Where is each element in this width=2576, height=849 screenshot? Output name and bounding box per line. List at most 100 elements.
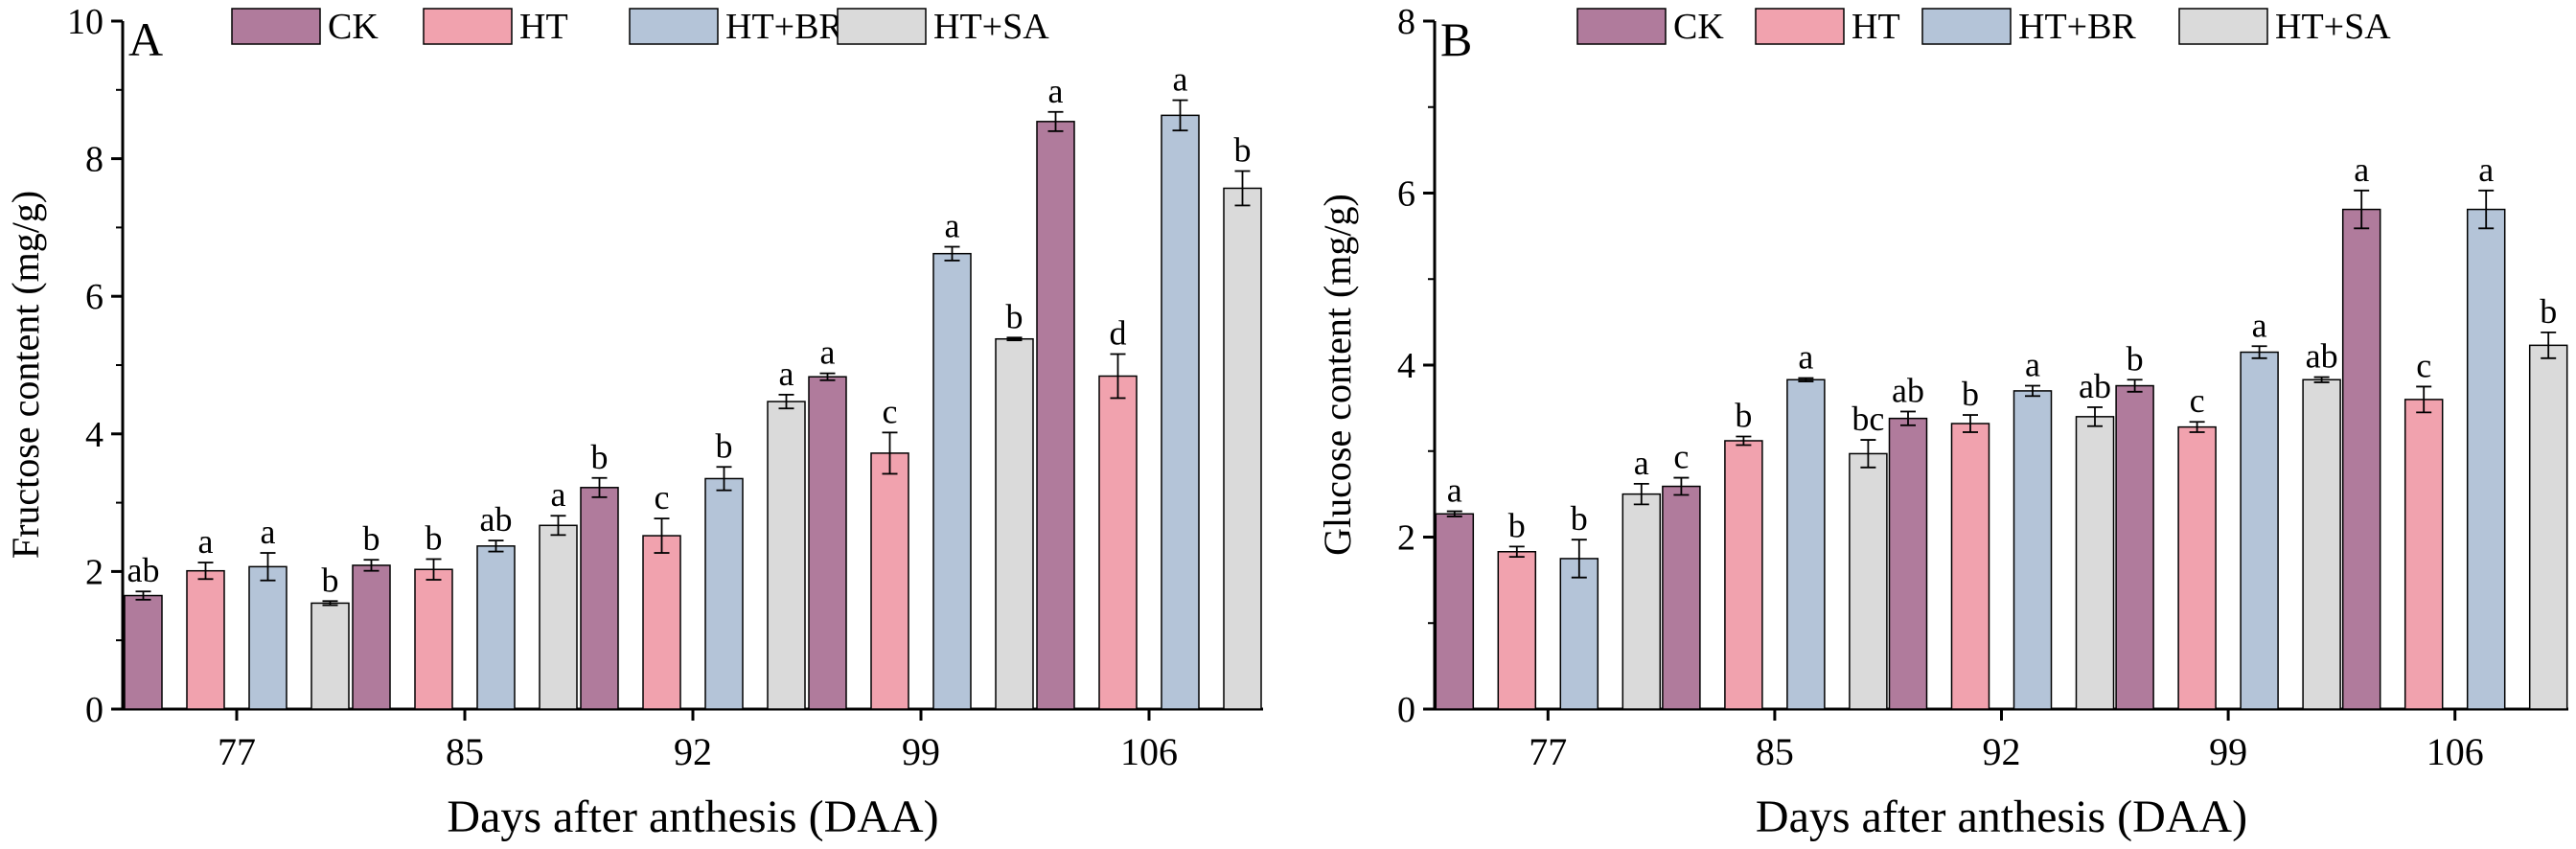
legend-label: HT xyxy=(1852,7,1900,47)
x-tick-label: 77 xyxy=(218,730,256,773)
significance-letter: b xyxy=(1962,375,1979,413)
bar xyxy=(2302,379,2341,710)
panel-b-glucose-chart: 0 2 4 6 8 Glucose content (mg/g) Days after an… xyxy=(1316,2,2568,842)
bar xyxy=(352,564,391,710)
bar xyxy=(1559,558,1599,710)
bar xyxy=(1435,513,1475,710)
bar xyxy=(1950,423,1990,710)
bar xyxy=(1622,493,1662,710)
bar xyxy=(995,337,1034,710)
y-tick-label: 4 xyxy=(1397,346,1415,386)
bar xyxy=(310,602,350,710)
y-tick-label: 6 xyxy=(1397,174,1415,215)
significance-letter: a xyxy=(1634,444,1649,482)
significance-letter: a xyxy=(1173,60,1188,99)
bar xyxy=(2177,425,2217,710)
bar xyxy=(704,477,744,710)
significance-letter: ab xyxy=(2079,367,2111,405)
x-tick-label: 106 xyxy=(2426,730,2484,773)
bar xyxy=(2466,208,2506,710)
significance-letter: a xyxy=(261,513,276,551)
bar xyxy=(1888,417,1928,710)
legend-label: HT+BR xyxy=(725,7,843,47)
legend-label: CK xyxy=(328,7,379,47)
significance-letter: b xyxy=(591,438,609,476)
significance-letter: b xyxy=(2540,292,2557,331)
bar xyxy=(414,568,453,710)
x-tick-label: 77 xyxy=(1529,730,1567,773)
bar xyxy=(870,452,909,710)
significance-letter: a xyxy=(2025,346,2040,384)
legend-swatch xyxy=(837,8,927,45)
y-tick-label: 2 xyxy=(1397,518,1415,559)
significance-letter: a xyxy=(2354,150,2369,189)
bar xyxy=(476,545,516,710)
bar xyxy=(2341,208,2381,710)
bar xyxy=(808,376,847,710)
bar xyxy=(1849,452,1888,710)
bar xyxy=(2075,416,2115,710)
significance-letter: b xyxy=(1508,506,1526,544)
bar xyxy=(580,487,619,710)
legend-label: HT+BR xyxy=(2018,7,2136,47)
legend-swatch xyxy=(2178,8,2268,45)
bar xyxy=(1036,121,1075,710)
x-axis-title: Days after anthesis (DAA) xyxy=(1756,792,2247,842)
y-tick-label: 10 xyxy=(67,2,104,42)
significance-letter: ab xyxy=(127,551,160,589)
y-tick-label: 8 xyxy=(1397,2,1415,42)
bar xyxy=(642,535,681,710)
bar xyxy=(539,524,578,710)
significance-letter: c xyxy=(1673,438,1689,476)
significance-letter: b xyxy=(322,561,339,599)
significance-letter: c xyxy=(655,478,670,516)
significance-letter: b xyxy=(1735,396,1752,434)
y-tick-label: 6 xyxy=(85,277,104,317)
significance-letter: a xyxy=(198,522,214,561)
y-axis-title: Glucose content (mg/g) xyxy=(1316,194,1359,556)
bar xyxy=(186,569,225,710)
x-tick-label: 85 xyxy=(1756,730,1794,773)
bar xyxy=(2404,399,2444,710)
significance-letter: c xyxy=(883,392,898,430)
significance-letter: b xyxy=(1571,499,1588,538)
significance-letter: a xyxy=(1048,72,1064,110)
legend-swatch xyxy=(1921,8,2012,45)
bar xyxy=(1161,114,1200,710)
bar xyxy=(1662,485,1701,710)
legend-label: CK xyxy=(1673,7,1724,47)
significance-letter: b xyxy=(1006,297,1024,335)
legend-swatch xyxy=(1755,8,1845,45)
y-tick-label: 2 xyxy=(85,552,104,592)
legend-label: HT xyxy=(519,7,568,47)
x-tick-label: 85 xyxy=(446,730,484,773)
significance-letter: a xyxy=(945,207,960,245)
significance-letter: b xyxy=(1234,131,1252,170)
significance-letter: b xyxy=(2127,339,2144,378)
bar xyxy=(1724,440,1763,710)
bar xyxy=(1786,379,1826,710)
significance-letter: ab xyxy=(480,500,513,539)
significance-letter: b xyxy=(363,519,380,558)
bar xyxy=(2528,344,2568,710)
significance-letter: ab xyxy=(1892,371,1924,409)
y-tick-label: 4 xyxy=(85,415,104,455)
significance-letter: b xyxy=(716,426,733,465)
significance-letter: a xyxy=(1447,471,1462,510)
significance-letter: a xyxy=(551,475,566,514)
panel-label: A xyxy=(128,12,163,66)
bar xyxy=(2115,384,2154,710)
significance-letter: a xyxy=(2478,150,2494,189)
y-tick-label: 0 xyxy=(1397,690,1415,730)
x-tick-label: 92 xyxy=(674,730,712,773)
y-tick-label: 0 xyxy=(85,690,104,730)
legend-label: HT+SA xyxy=(2275,7,2391,47)
panel-label: B xyxy=(1440,12,1472,66)
panel-a-fructose-chart: 0 2 4 6 8 10 Fructose content (mg/g) Days after… xyxy=(4,2,1263,842)
bar xyxy=(1098,375,1138,710)
significance-letter: a xyxy=(1798,337,1813,376)
bar xyxy=(1497,551,1537,710)
significance-letter: ab xyxy=(2306,337,2338,376)
significance-letter: bc xyxy=(1852,400,1884,438)
